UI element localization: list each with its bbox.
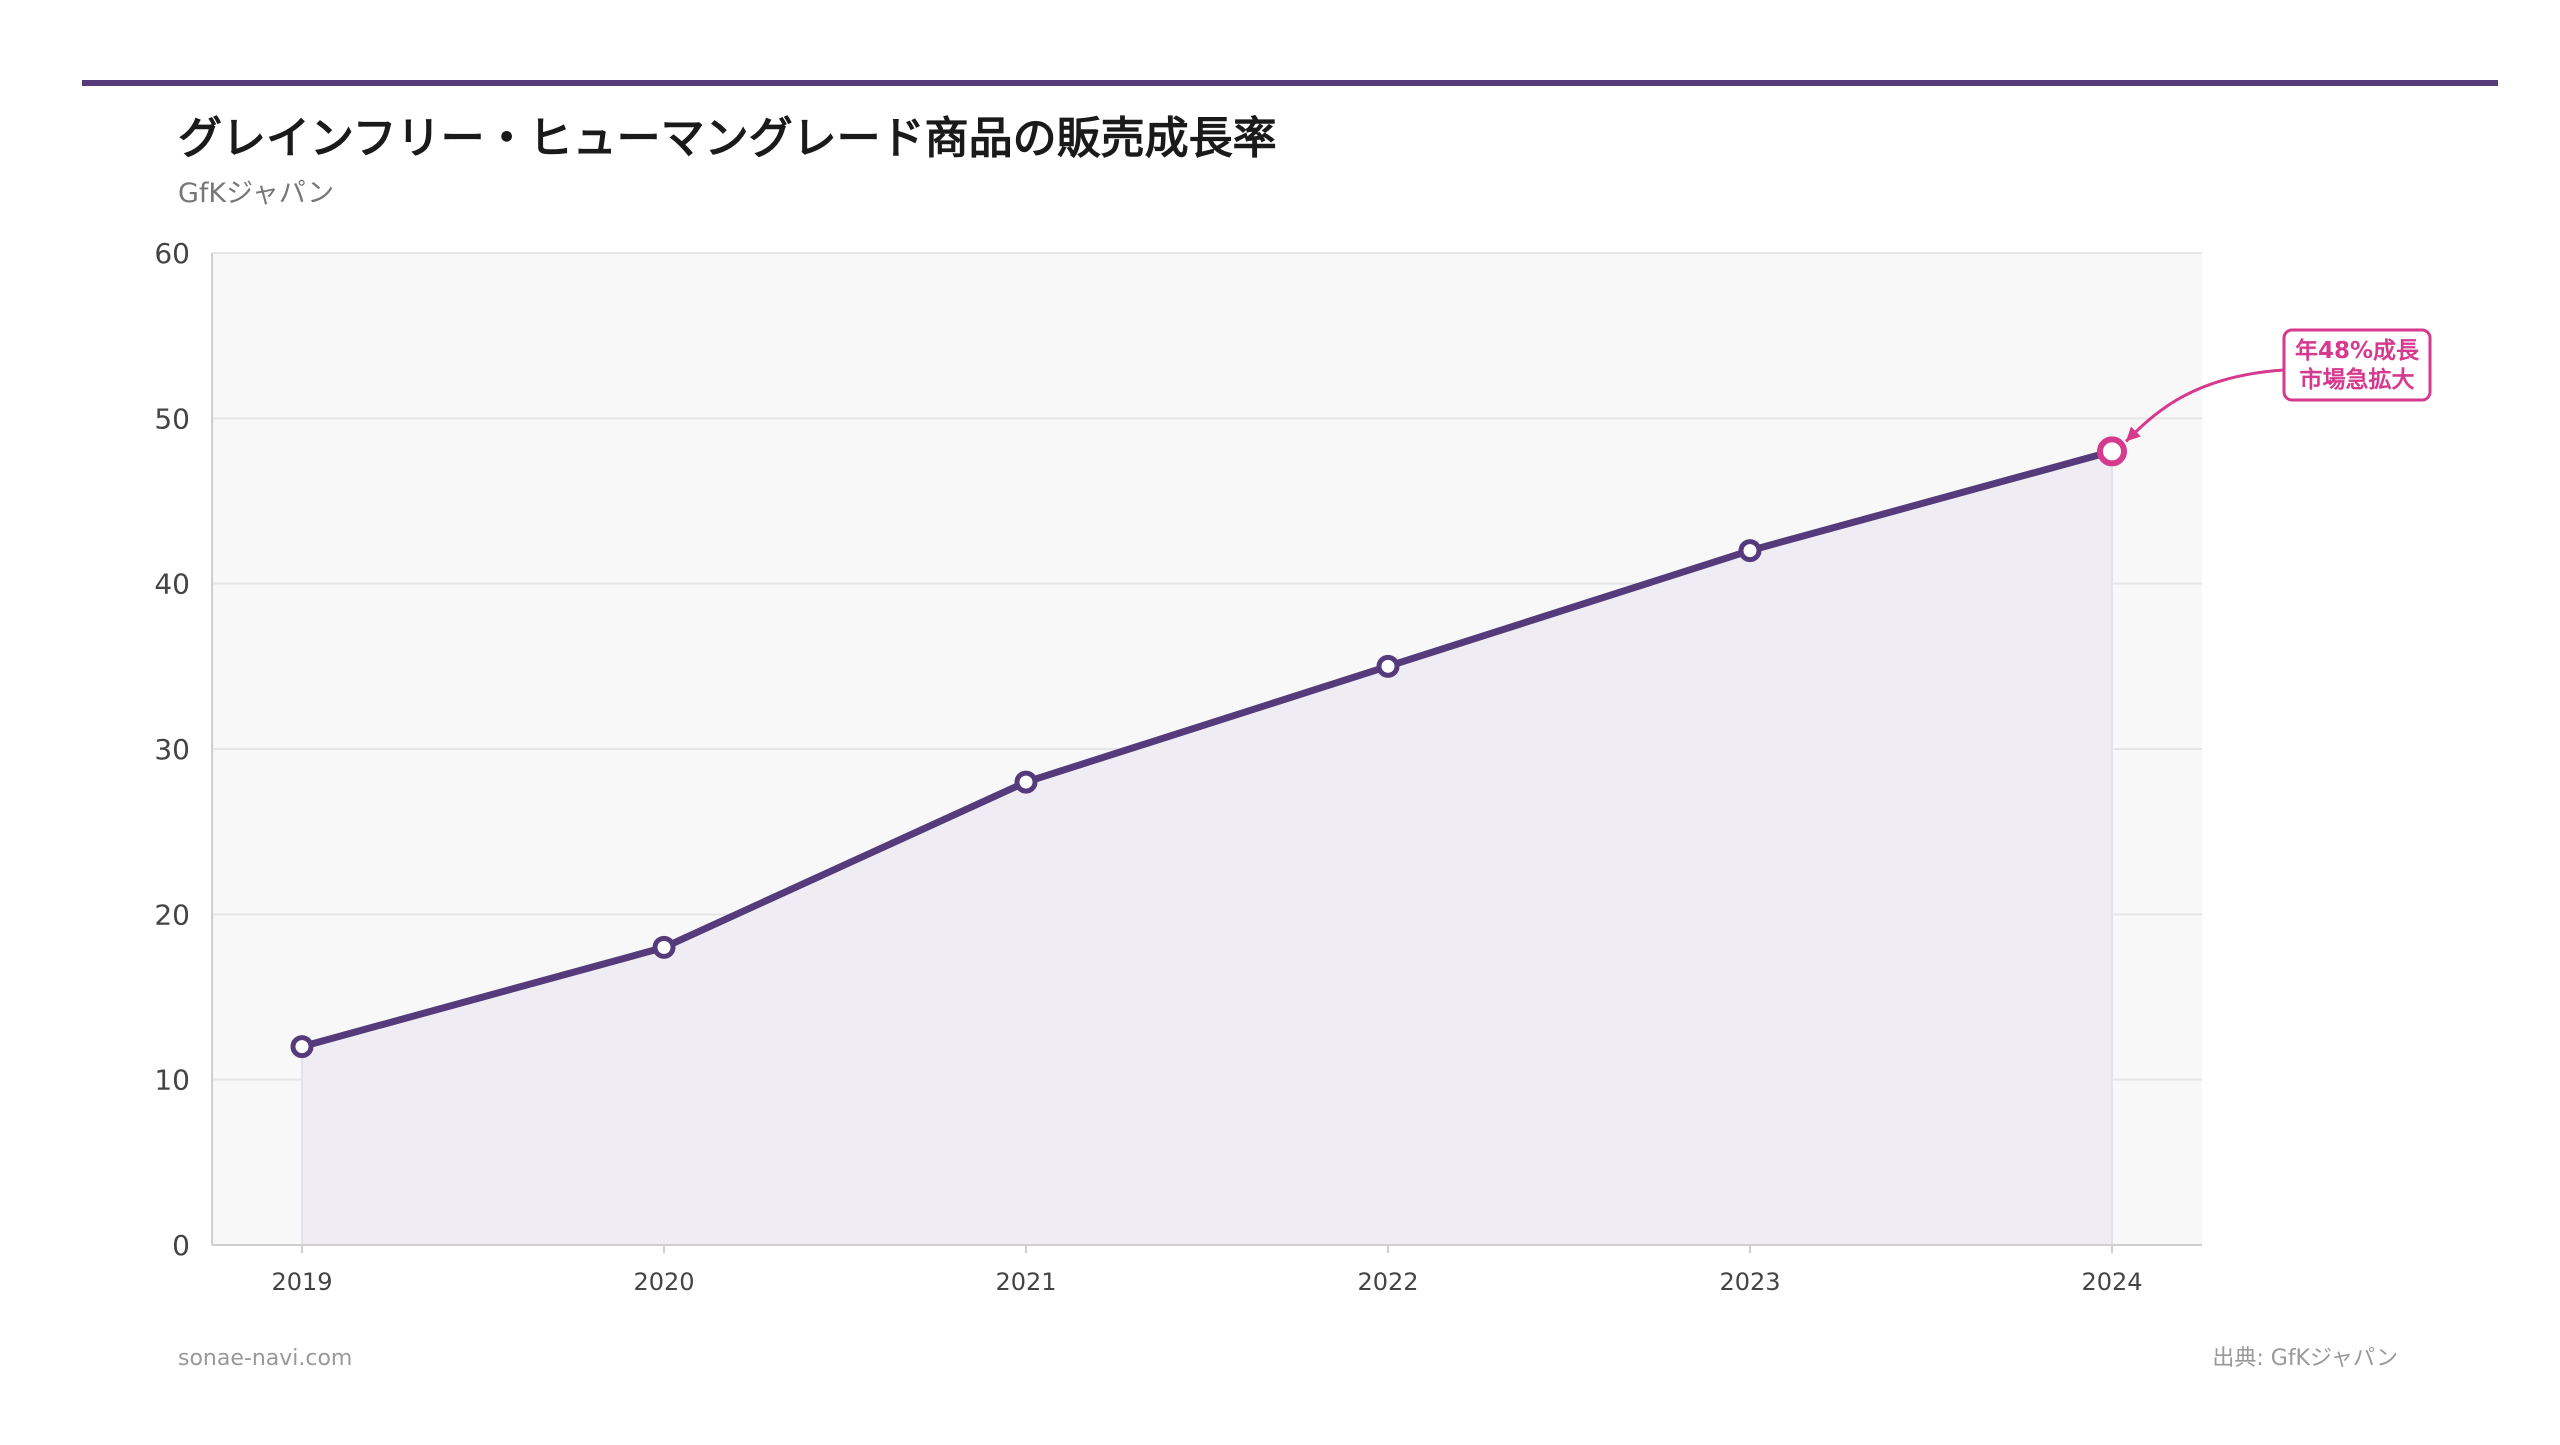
data-point-2021 [1014,770,1038,794]
annotation-callout: 年48%成長 市場急拡大 [2124,328,2432,443]
series-line [298,447,2116,1051]
data-point-2019 [290,1035,314,1059]
series-line-layer [298,447,2116,1051]
axes [211,253,2202,1253]
y-tick-label-60: 60 [154,237,190,270]
chart-subtitle: GfKジャパン [178,178,334,209]
data-point-2020 [652,935,676,959]
callout-line-2: 市場急拡大 [2300,366,2415,393]
x-tick-label-2023: 2023 [1719,1268,1780,1296]
footer-source: 出典: GfKジャパン [2212,1346,2398,1371]
x-tick-label-2019: 2019 [271,1268,332,1296]
footer-site: sonae-navi.com [178,1346,352,1371]
data-point-2024 [2097,436,2127,467]
data-point-2022 [1376,654,1400,678]
y-tick-label-20: 20 [154,898,190,931]
y-tick-label-50: 50 [154,402,190,435]
y-tick-labels: 0 10 20 30 40 50 60 [154,237,190,1262]
y-tick-label-30: 30 [154,733,190,766]
y-tick-label-40: 40 [154,568,190,601]
chart-title: グレインフリー・ヒューマングレード商品の販売成長率 [178,113,1277,164]
x-tick-labels: 2019 2020 2021 2022 2023 2024 [271,1268,2142,1296]
y-tick-label-0: 0 [172,1229,190,1262]
x-tick-label-2022: 2022 [1357,1268,1418,1296]
callout-arrow [2124,368,2285,443]
x-tick-label-2020: 2020 [633,1268,694,1296]
callout-box [2282,328,2432,402]
series-area [302,451,2112,1245]
x-tick-label-2024: 2024 [2081,1268,2142,1296]
data-points [290,436,2127,1059]
x-tick-label-2021: 2021 [995,1268,1056,1296]
y-tick-label-10: 10 [154,1064,190,1097]
callout-line-1: 年48%成長 [2295,337,2420,364]
callout-arrowhead [2126,426,2141,442]
area-fill-layer [301,451,2113,1245]
top-accent-rule [82,80,2498,86]
data-point-2023 [1738,539,1762,563]
